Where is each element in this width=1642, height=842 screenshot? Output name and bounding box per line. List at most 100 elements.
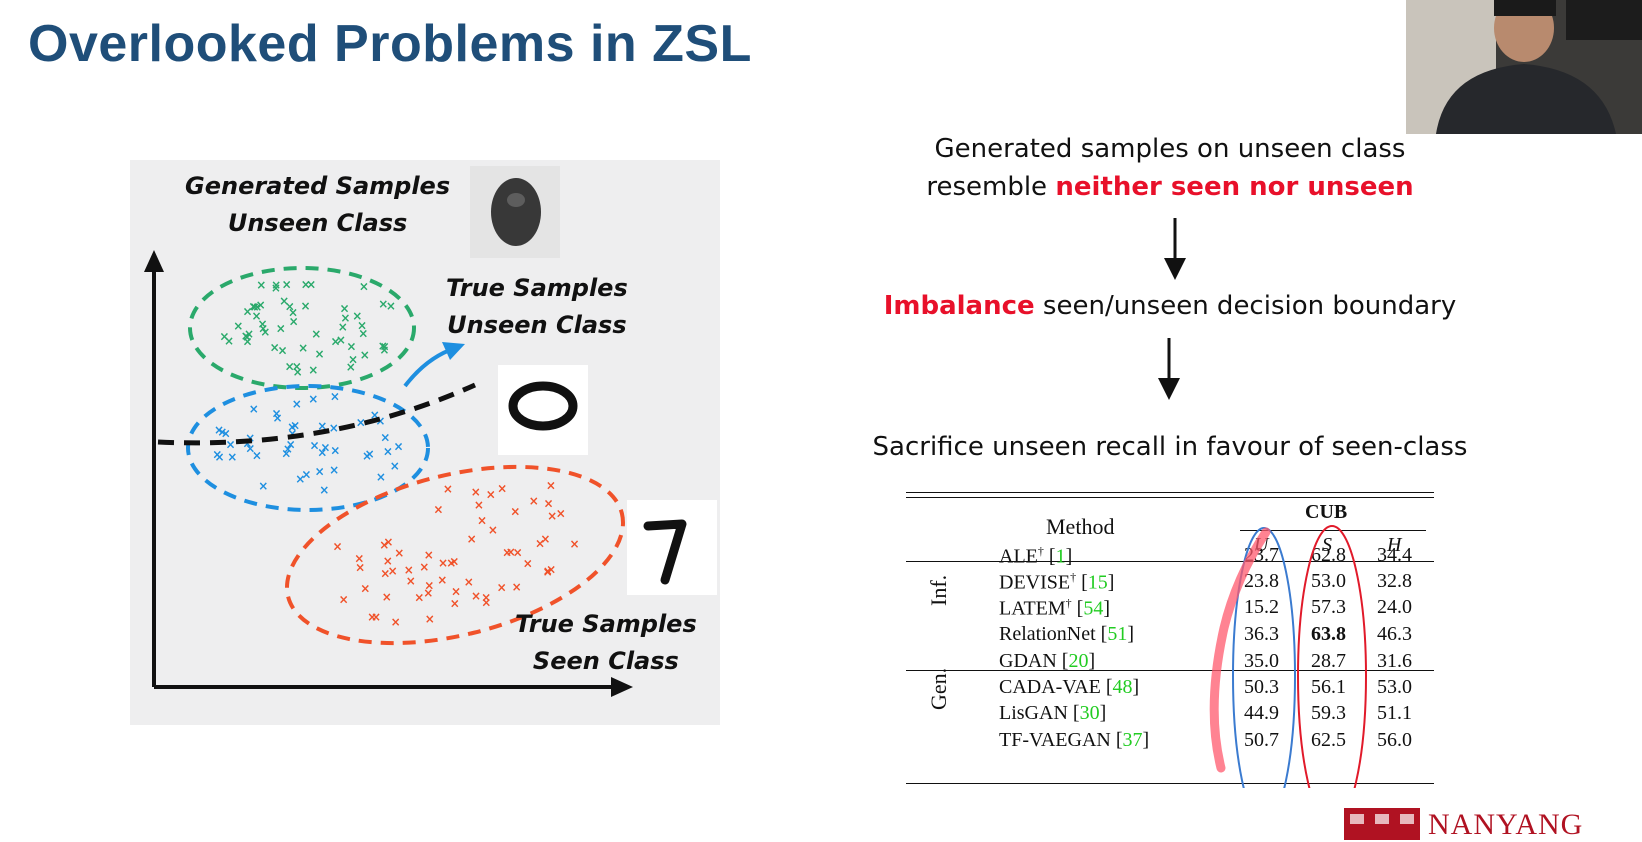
label-generated-samples: Generated Samples Unseen Class — [185, 172, 451, 237]
scatter-point: × — [481, 591, 491, 605]
scatter-point: × — [224, 334, 234, 348]
scatter-point: × — [359, 279, 369, 293]
scatter-point: × — [317, 446, 327, 460]
cell-u: 50.3 — [1244, 676, 1279, 698]
method-name: RelationNet [51] — [999, 623, 1134, 645]
scatter-point: × — [543, 565, 553, 579]
method-name: DEVISE† [15] — [999, 570, 1115, 594]
scatter-point: × — [357, 318, 367, 332]
scatter-point: × — [258, 317, 268, 331]
scatter-point: × — [308, 363, 318, 377]
scatter-point: × — [379, 343, 389, 357]
scatter-point: × — [437, 573, 447, 587]
scatter-point: × — [331, 335, 341, 349]
scatter-point: × — [544, 496, 554, 510]
scatter-point: × — [248, 299, 258, 313]
scatter-point: × — [286, 437, 296, 451]
cell-u: 36.3 — [1244, 623, 1279, 645]
cell-h: 31.6 — [1377, 650, 1412, 672]
scatter-point: × — [378, 339, 388, 353]
scatter-point: × — [339, 593, 349, 607]
scatter-point: × — [340, 311, 350, 325]
scatter-point: × — [358, 326, 368, 340]
highlight-neither: neither seen nor unseen — [1055, 172, 1414, 202]
scatter-point: × — [245, 431, 255, 445]
scatter-point: × — [513, 546, 523, 560]
col-h-header: H — [1387, 534, 1402, 556]
scatter-point: × — [273, 411, 283, 425]
scatter-point: × — [308, 392, 318, 406]
scatter-point: × — [333, 540, 343, 554]
scatter-point: × — [260, 325, 270, 339]
scatter-point: × — [362, 449, 372, 463]
scatter-point: × — [287, 427, 297, 441]
scatter-point: × — [272, 406, 282, 420]
scatter-point: × — [283, 442, 293, 456]
scatter-point: × — [360, 348, 370, 362]
scatter-point: × — [338, 320, 348, 334]
cell-s: 56.1 — [1311, 676, 1346, 698]
scatter-point: × — [285, 300, 295, 314]
scatter-point: × — [352, 309, 362, 323]
scatter-point: × — [282, 277, 292, 291]
scatter-point: × — [250, 300, 260, 314]
scatter-point: × — [360, 581, 370, 595]
method-name: LATEM† [54] — [999, 596, 1111, 620]
scatter-point: × — [394, 439, 404, 453]
scatter-point: × — [477, 514, 487, 528]
label-true-unseen: True Samples Unseen Class — [446, 274, 628, 339]
scatter-point: × — [233, 319, 243, 333]
generated-cluster-ellipse — [188, 266, 416, 390]
scatter-point: × — [244, 327, 254, 341]
scatter-point: × — [512, 580, 522, 594]
scatter-point: × — [346, 340, 356, 354]
scatter-point: × — [379, 538, 389, 552]
scatter-point: × — [295, 472, 305, 486]
col-s-header: S — [1322, 534, 1332, 556]
scatter-point: × — [497, 580, 507, 594]
shift-arrow — [403, 348, 451, 388]
scatter-point: × — [330, 444, 340, 458]
scatter-point: × — [285, 360, 295, 374]
scatter-point: × — [547, 509, 557, 523]
scatter-point: × — [279, 294, 289, 308]
scatter-point: × — [406, 574, 416, 588]
scatter-point: × — [497, 482, 507, 496]
scatter-point: × — [249, 402, 259, 416]
cell-h: 24.0 — [1377, 596, 1412, 618]
method-name: GDAN [20] — [999, 650, 1096, 672]
scatter-point: × — [540, 532, 550, 546]
scatter-point: × — [451, 585, 461, 599]
scatter-point: × — [367, 610, 377, 624]
scatter-point: × — [336, 333, 346, 347]
scatter-point: × — [371, 610, 381, 624]
flow-step-1: Generated samples on unseen class resemb… — [926, 134, 1414, 202]
scatter-point: × — [438, 556, 448, 570]
scatter-point: × — [370, 408, 380, 422]
scatter-point: × — [219, 330, 229, 344]
seen-cluster-ellipse — [284, 464, 626, 646]
flow-step-3: Sacrifice unseen recall in favour of see… — [872, 432, 1468, 462]
flow-arrow-1 — [1164, 218, 1186, 280]
cell-s: 53.0 — [1311, 570, 1346, 592]
webcam-video — [1406, 0, 1642, 134]
scatter-point: × — [423, 586, 433, 600]
cell-s: 57.3 — [1311, 596, 1346, 618]
scatter-point: × — [287, 420, 297, 434]
scatter-point: × — [276, 322, 286, 336]
scatter-point: × — [471, 589, 481, 603]
scatter-point: × — [481, 595, 491, 609]
cell-h: 32.8 — [1377, 570, 1412, 592]
scatter-point: × — [292, 397, 302, 411]
method-name: ALE† [1] — [999, 544, 1073, 568]
scatter-point: × — [252, 449, 262, 463]
scatter-point: × — [419, 560, 429, 574]
flow-step-2: Imbalance seen/unseen decision boundary — [883, 291, 1457, 321]
seen-column-circle — [1297, 525, 1367, 788]
scatter-point: × — [450, 596, 460, 610]
flow-arrow-2 — [1158, 338, 1180, 400]
scatter-point: × — [243, 304, 253, 318]
scatter-point: × — [449, 555, 459, 569]
scatter-point: × — [290, 418, 300, 432]
unseen-cluster-ellipse — [186, 384, 430, 512]
